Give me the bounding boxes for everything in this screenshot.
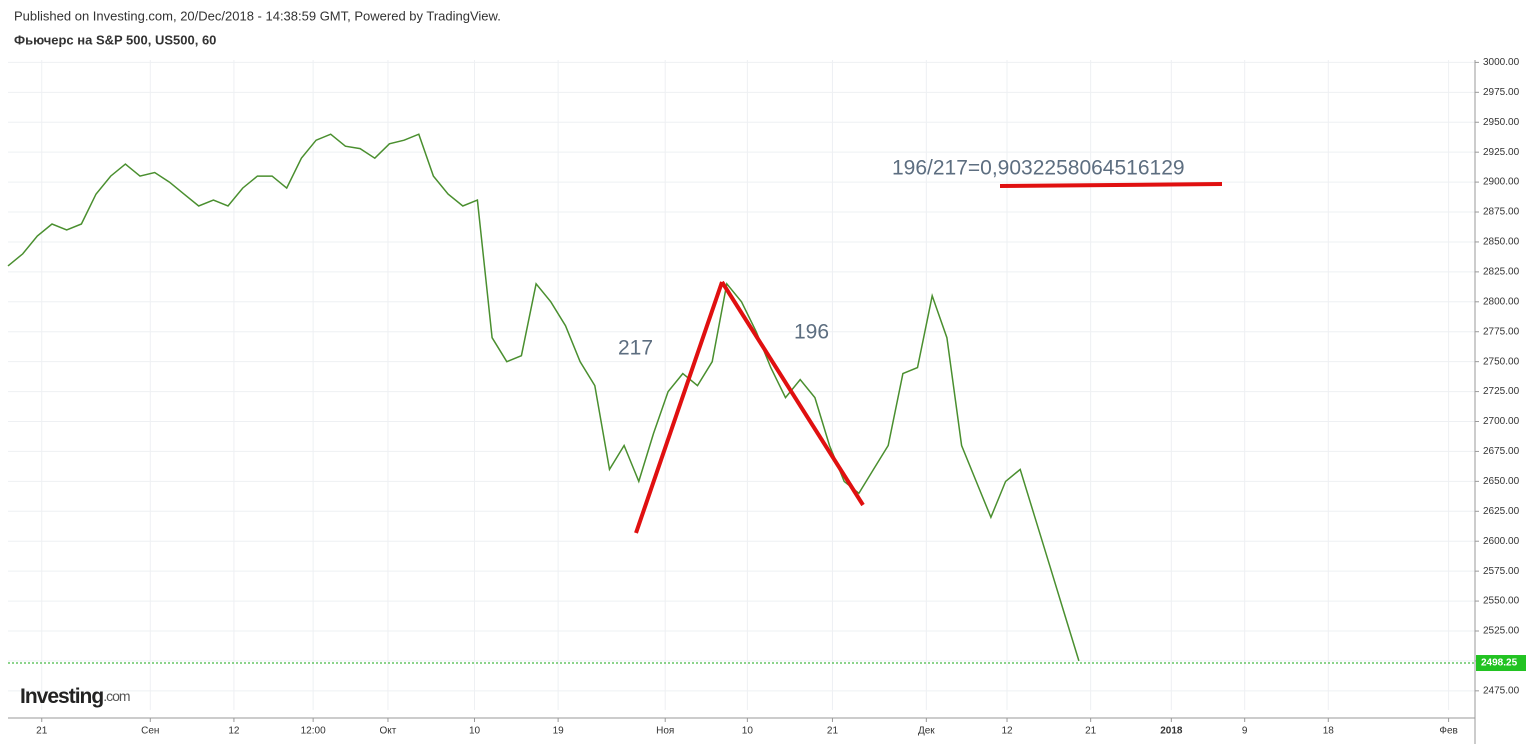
drawing-line: [634, 281, 724, 534]
x-tick-label: Ноя: [656, 726, 674, 737]
y-tick-label: 2575.00: [1483, 566, 1520, 577]
last-price-box: [1476, 655, 1526, 672]
x-tick-label: 19: [553, 726, 565, 737]
drawing-line: [720, 280, 865, 507]
y-tick-label: 2900.00: [1483, 177, 1520, 188]
y-tick-label: 2950.00: [1483, 117, 1520, 128]
y-tick-label: 2775.00: [1483, 326, 1520, 337]
y-tick-label: 2925.00: [1483, 147, 1520, 158]
y-tick-label: 2525.00: [1483, 626, 1520, 637]
published-note: Published on Investing.com, 20/Dec/2018 …: [14, 8, 501, 23]
y-tick-label: 2825.00: [1483, 267, 1520, 278]
x-tick-label: 12:00: [301, 726, 326, 737]
annotation: 196: [794, 321, 829, 344]
x-tick-label: 21: [36, 726, 48, 737]
plot-area: [8, 60, 1475, 710]
x-tick-label: 10: [469, 726, 481, 737]
y-tick-label: 2600.00: [1483, 536, 1520, 547]
y-tick-label: 3000.00: [1483, 57, 1520, 68]
x-tick-label: 18: [1323, 726, 1335, 737]
y-tick-label: 2700.00: [1483, 416, 1520, 427]
price-line: [7, 133, 1080, 662]
x-tick-label: 21: [827, 726, 839, 737]
y-tick-label: 2750.00: [1483, 356, 1520, 367]
y-tick-label: 2675.00: [1483, 446, 1520, 457]
instrument-title: Фьючерс на S&P 500, US500, 60: [14, 32, 216, 47]
x-tick-label: Дек: [918, 726, 935, 737]
drawing-line: [999, 182, 1223, 188]
last-price-label: 2498.25: [1481, 658, 1518, 669]
y-tick-label: 2650.00: [1483, 476, 1520, 487]
x-tick-label: Фев: [1439, 726, 1457, 737]
y-tick-label: 2850.00: [1483, 237, 1520, 248]
x-tick-label: Сен: [141, 726, 159, 737]
y-tick-label: 2475.00: [1483, 685, 1520, 696]
y-tick-label: 2800.00: [1483, 296, 1520, 307]
x-tick-label: 12: [228, 726, 240, 737]
annotation: 196/217=0,9032258064516129: [892, 157, 1185, 180]
x-tick-label: 9: [1242, 726, 1248, 737]
y-tick-label: 2975.00: [1483, 87, 1520, 98]
x-tick-label: Окт: [380, 726, 397, 737]
x-tick-label: 10: [742, 726, 754, 737]
x-tick-label: 12: [1001, 726, 1013, 737]
y-tick-label: 2875.00: [1483, 207, 1520, 218]
y-tick-label: 2550.00: [1483, 596, 1520, 607]
y-tick-label: 2725.00: [1483, 386, 1520, 397]
y-tick-label: 2625.00: [1483, 506, 1520, 517]
annotation: 217: [618, 337, 653, 360]
x-tick-label: 2018: [1160, 726, 1183, 737]
x-tick-label: 21: [1085, 726, 1097, 737]
logo: Investing.com: [20, 685, 130, 708]
